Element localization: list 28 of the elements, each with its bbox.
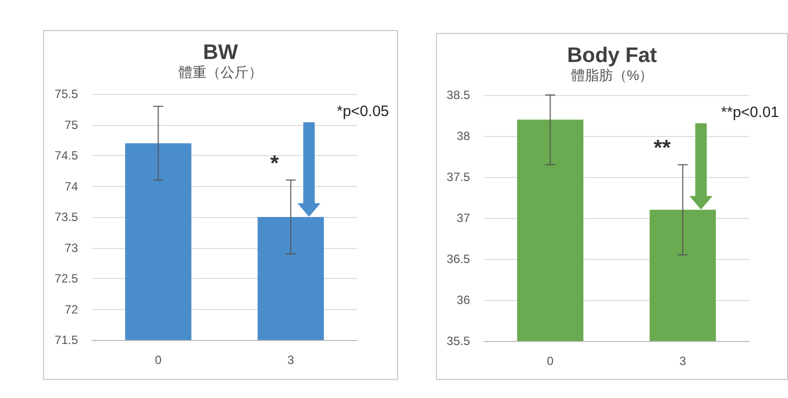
x-tick-label: 3 [679,354,686,368]
y-tick-label: 75 [64,118,78,132]
y-tick-label: 35.5 [446,334,470,348]
y-tick-label: 74.5 [54,148,78,162]
y-tick-label: 75.5 [54,87,78,101]
y-tick-label: 38 [456,129,470,143]
y-tick-label: 74 [64,179,78,194]
y-tick-label: 72.5 [54,272,78,286]
annotation: * [270,150,280,176]
y-tick-label: 36.5 [446,252,470,266]
y-tick-label: 37.5 [446,170,470,184]
y-tick-label: 73.5 [54,210,78,224]
y-tick-label: 36 [456,293,470,307]
chart-subtitle: 體重（公斤） [178,64,262,80]
y-tick-label: 37 [456,211,470,225]
y-tick-label: 72 [64,302,78,316]
annotation: ** [654,135,672,160]
chart-title: BW [203,41,238,64]
annotation: *p<0.05 [336,103,390,120]
y-tick-label: 71.5 [54,333,78,347]
x-tick-label: 0 [154,353,162,367]
y-tick-label: 38.5 [446,88,470,102]
annotation: **p<0.01 [721,104,780,121]
y-tick-label: 73 [64,240,78,255]
chart-subtitle: 體脂肪（%） [570,67,654,83]
x-tick-label: 3 [287,353,294,367]
chart-title: Body Fat [567,44,657,67]
x-tick-label: 0 [546,354,554,368]
